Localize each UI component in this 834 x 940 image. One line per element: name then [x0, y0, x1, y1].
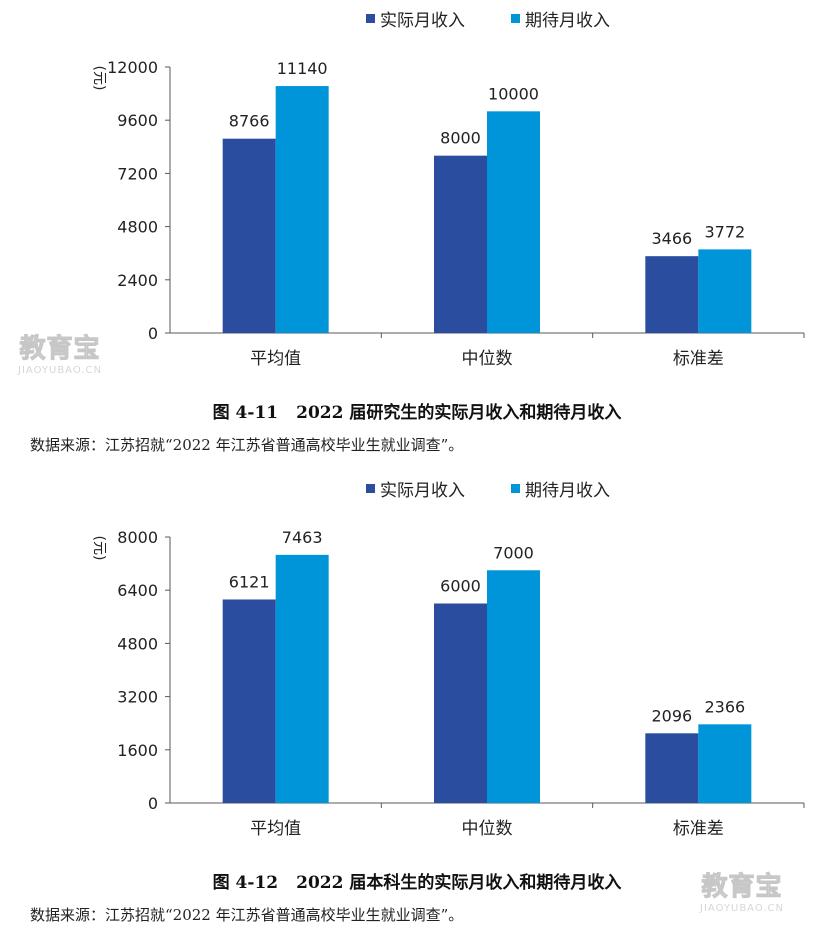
- figure-number: 图 4-11: [212, 403, 279, 423]
- x-category-label: 中位数: [462, 819, 513, 839]
- data-label: 7463: [282, 528, 323, 547]
- y-axis-title: (元): [91, 536, 107, 561]
- y-tick-label: 8000: [117, 528, 158, 547]
- x-category-label: 标准差: [673, 349, 724, 369]
- x-category-label: 平均值: [250, 349, 301, 369]
- data-label: 11140: [277, 59, 328, 78]
- y-axis-title: (元): [91, 66, 107, 91]
- figure-caption: 图 4-12 2022 届本科生的实际月收入和期待月收入: [0, 868, 834, 893]
- legend-label-1: 实际月收入: [380, 11, 465, 31]
- watermark-logo: 教育宝 JIAOYUBAO.CN: [18, 328, 102, 377]
- y-tick-label: 12000: [107, 58, 158, 77]
- figure-title: 2022 届研究生的实际月收入和期待月收入: [296, 403, 622, 423]
- legend-swatch-1: [366, 484, 375, 493]
- bar-chart-undergraduate-income: 实际月收入 期待月收入 (元) 8000 6400 4800 3200 1600 0 6121 74…: [91, 481, 805, 839]
- watermark-url: JIAOYUBAO.CN: [18, 365, 102, 376]
- watermark-text: 教育宝: [19, 334, 101, 365]
- x-category-label: 标准差: [673, 819, 724, 839]
- y-tick-label: 0: [148, 794, 158, 813]
- y-tick-label: 6400: [117, 581, 158, 600]
- legend-swatch-2: [511, 484, 520, 493]
- figure-number: 图 4-12: [212, 873, 279, 893]
- data-label: 8000: [440, 129, 481, 148]
- bar-expected-3: [698, 249, 752, 333]
- y-tick-label: 4800: [117, 634, 158, 653]
- bar-expected-2: [487, 111, 540, 333]
- data-label: 6000: [440, 577, 481, 596]
- data-source-note: 数据来源：江苏招就“2022 年江苏省普通高校毕业生就业调查”。: [30, 436, 464, 454]
- bar-chart-graduate-income: 实际月收入 期待月收入 (元) 12000 9600 7200 4800 2400 0 8766 1…: [91, 11, 805, 369]
- data-label: 2366: [704, 697, 745, 716]
- legend-label-1: 实际月收入: [380, 481, 465, 501]
- legend-swatch-2: [511, 14, 520, 23]
- x-category-label: 平均值: [250, 819, 301, 839]
- figure-title: 2022 届本科生的实际月收入和期待月收入: [296, 873, 622, 893]
- y-tick-label: 2400: [117, 271, 158, 290]
- y-tick-label: 9600: [117, 111, 158, 130]
- legend-swatch-1: [366, 14, 375, 23]
- y-tick-label: 3200: [117, 688, 158, 707]
- figure-4-11: 实际月收入 期待月收入 (元) 12000 9600 7200 4800 2400 0 8766 1…: [0, 11, 834, 454]
- watermark-url: JIAOYUBAO.CN: [700, 903, 784, 914]
- bar-actual-1: [222, 138, 276, 333]
- data-label: 7000: [493, 543, 534, 562]
- bar-actual-2: [434, 603, 487, 803]
- y-tick-label: 0: [148, 324, 158, 343]
- data-label: 3466: [651, 229, 692, 248]
- watermark-text: 教育宝: [701, 872, 783, 903]
- bar-actual-2: [434, 155, 487, 333]
- bar-expected-1: [275, 554, 329, 803]
- data-label: 3772: [704, 222, 745, 241]
- y-tick-label: 4800: [117, 218, 158, 237]
- y-tick-label: 1600: [117, 741, 158, 760]
- bar-expected-3: [698, 724, 752, 803]
- bar-actual-1: [222, 599, 276, 803]
- bar-actual-3: [645, 733, 699, 803]
- data-label: 10000: [488, 84, 539, 103]
- data-label: 2096: [651, 706, 692, 725]
- bar-expected-2: [487, 570, 540, 803]
- legend-label-2: 期待月收入: [525, 481, 610, 501]
- data-label: 6121: [229, 572, 270, 591]
- x-category-label: 中位数: [462, 349, 513, 369]
- legend-label-2: 期待月收入: [525, 11, 610, 31]
- figure-4-12: 实际月收入 期待月收入 (元) 8000 6400 4800 3200 1600 0 6121 74…: [0, 470, 834, 940]
- data-source-note: 数据来源：江苏招就“2022 年江苏省普通高校毕业生就业调查”。: [30, 906, 464, 924]
- figure-caption: 图 4-11 2022 届研究生的实际月收入和期待月收入: [0, 398, 834, 423]
- bar-actual-3: [645, 256, 699, 333]
- bar-expected-1: [275, 86, 329, 334]
- data-label: 8766: [229, 112, 270, 131]
- watermark-logo: 教育宝 JIAOYUBAO.CN: [700, 866, 784, 915]
- y-tick-label: 7200: [117, 164, 158, 183]
